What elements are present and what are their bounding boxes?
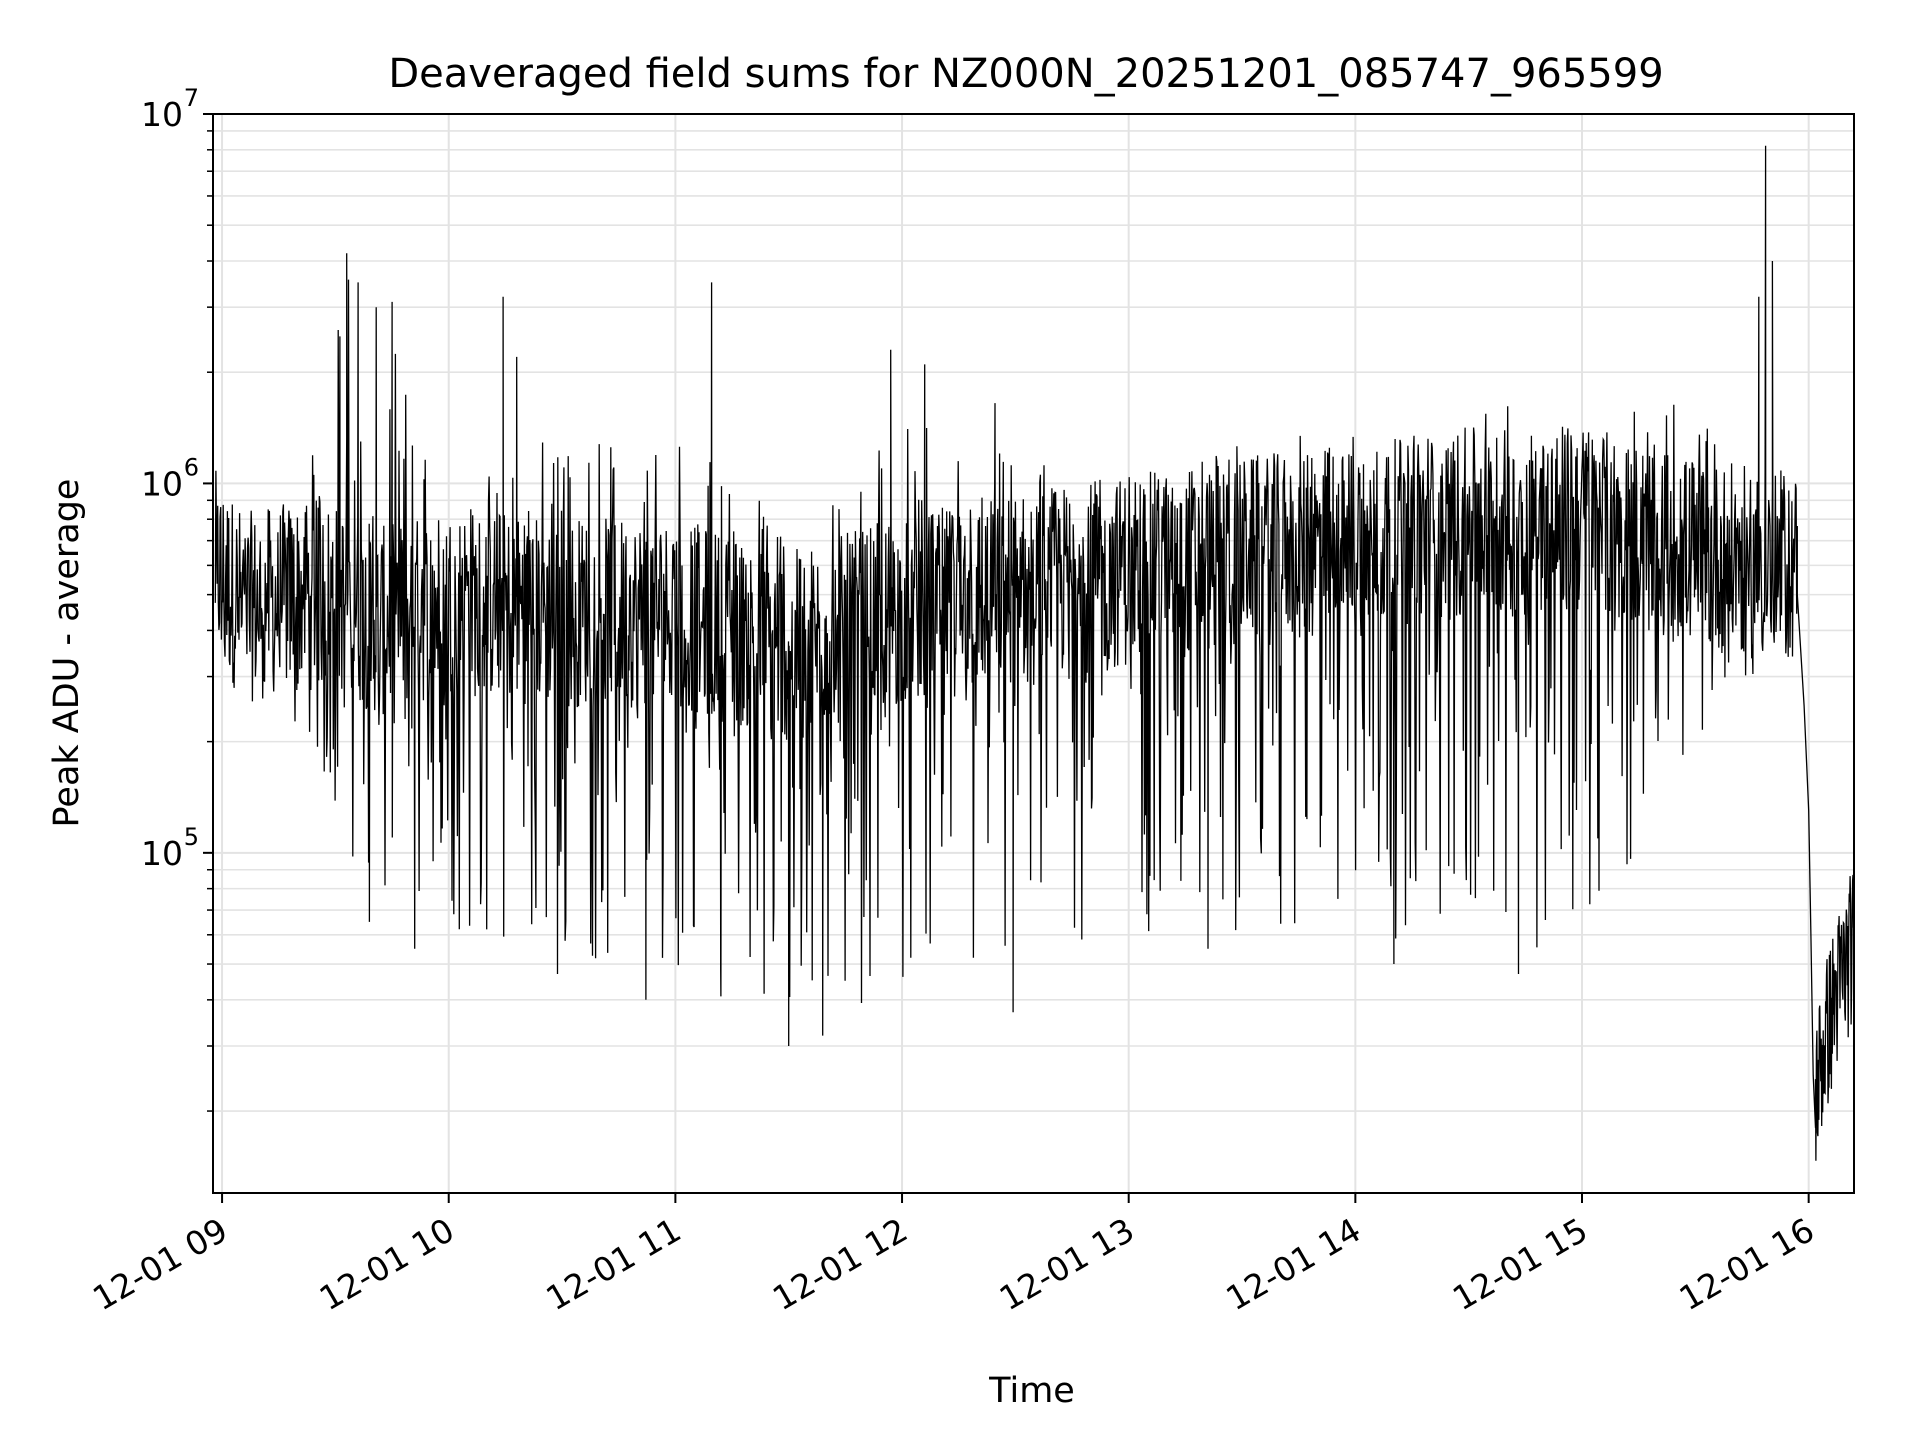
y-tick-exponent: 6 — [184, 453, 199, 481]
data-series-line — [214, 145, 1855, 1161]
y-axis-label: Peak ADU - average — [47, 479, 87, 828]
chart-title: Deaveraged field sums for NZ000N_2025120… — [388, 51, 1663, 97]
y-tick-exponent: 7 — [184, 84, 199, 112]
x-axis-label: Time — [988, 1371, 1075, 1411]
y-tick-exponent: 5 — [184, 823, 199, 851]
y-tick-label: 10 — [141, 834, 183, 873]
series-path — [214, 145, 1855, 1161]
plot-frame — [212, 113, 1855, 1194]
y-tick-label: 10 — [141, 95, 183, 134]
y-tick-label: 10 — [141, 464, 183, 503]
